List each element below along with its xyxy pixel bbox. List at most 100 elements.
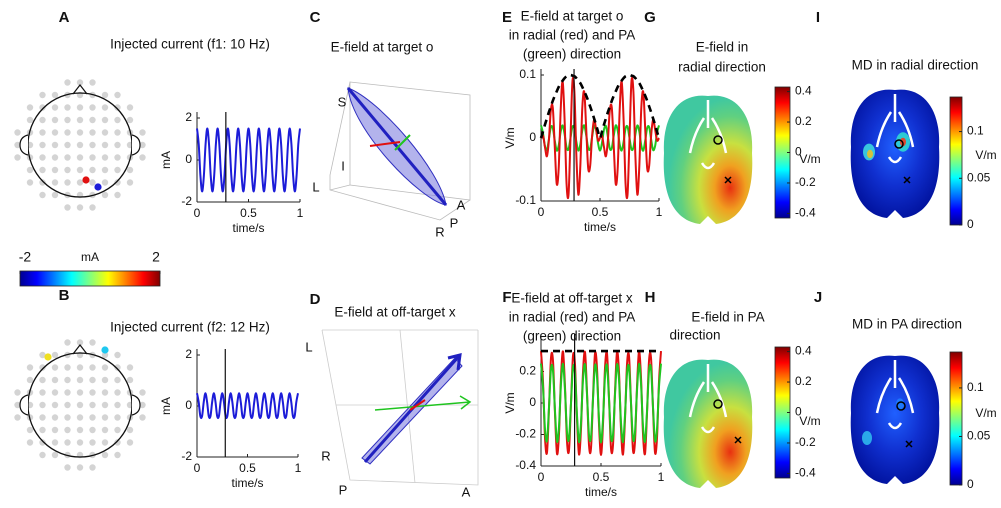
x-tick-label: 0.5 bbox=[592, 205, 609, 219]
chart-title: E-field at target o bbox=[521, 9, 624, 24]
electrode bbox=[102, 414, 108, 420]
y-tick-label: 0.2 bbox=[519, 364, 536, 378]
axes-box bbox=[330, 185, 350, 190]
electrode bbox=[89, 427, 95, 433]
electrode bbox=[102, 154, 108, 160]
electrode bbox=[52, 92, 58, 98]
panel3d-title: E-field at target o bbox=[331, 40, 434, 55]
y-tick-label: 2 bbox=[185, 347, 192, 361]
electrode bbox=[77, 402, 83, 408]
electrode bbox=[52, 129, 58, 135]
colorbar-unit: V/m bbox=[975, 406, 996, 420]
colorbar-tick-label: 0.4 bbox=[795, 344, 812, 358]
electrode bbox=[102, 389, 108, 395]
electrode bbox=[89, 79, 95, 85]
x-tick-label: 0.5 bbox=[593, 470, 610, 484]
electrode bbox=[64, 402, 70, 408]
electrode bbox=[114, 452, 120, 458]
active-electrode bbox=[44, 353, 51, 360]
hotspot bbox=[867, 150, 873, 158]
electrode bbox=[77, 204, 83, 210]
panel-label: C bbox=[310, 9, 321, 26]
electrode bbox=[27, 179, 33, 185]
map-title: MD in radial direction bbox=[852, 58, 979, 73]
y-tick-label: 0.1 bbox=[519, 67, 536, 81]
electrode bbox=[52, 154, 58, 160]
electrode bbox=[77, 364, 83, 370]
axis-letter: L bbox=[305, 339, 312, 354]
electrode bbox=[114, 414, 120, 420]
electrode bbox=[27, 427, 33, 433]
colorbar-tick-label: 0.05 bbox=[967, 170, 991, 184]
electrode bbox=[77, 179, 83, 185]
electrode bbox=[139, 414, 145, 420]
axis-letter: I bbox=[341, 158, 345, 173]
y-tick-label: 0 bbox=[185, 398, 192, 412]
electrode bbox=[39, 377, 45, 383]
electrode bbox=[52, 439, 58, 445]
y-axis-label: mA bbox=[159, 397, 173, 415]
electrode bbox=[52, 414, 58, 420]
electrode bbox=[127, 427, 133, 433]
electrode bbox=[39, 402, 45, 408]
electrode bbox=[102, 129, 108, 135]
ear bbox=[132, 135, 140, 155]
x-tick-label: 0 bbox=[194, 206, 201, 220]
x-tick-label: 0 bbox=[538, 205, 545, 219]
panel-label: H bbox=[645, 289, 656, 306]
x-tick-label: 1 bbox=[297, 206, 304, 220]
electrode bbox=[77, 377, 83, 383]
colorbar bbox=[950, 97, 962, 225]
electrode bbox=[77, 427, 83, 433]
colorbar-tick-label: -0.2 bbox=[795, 435, 816, 449]
electrode bbox=[77, 167, 83, 173]
y-axis-label: V/m bbox=[503, 392, 517, 413]
electrode bbox=[102, 452, 108, 458]
x-tick-label: 0.5 bbox=[240, 206, 257, 220]
electrode bbox=[102, 117, 108, 123]
colorbar-unit: V/m bbox=[799, 152, 820, 166]
axis-letter: P bbox=[339, 482, 348, 497]
electrode bbox=[52, 104, 58, 110]
electrode bbox=[64, 204, 70, 210]
ear bbox=[132, 395, 140, 415]
colorbar-unit: V/m bbox=[799, 414, 820, 428]
panel-label: E bbox=[502, 9, 512, 26]
colorbar-tick-label: 0 bbox=[795, 145, 802, 159]
active-electrode bbox=[101, 346, 108, 353]
map-title: direction bbox=[669, 328, 720, 343]
map-title: E-field in PA bbox=[691, 310, 764, 325]
colorbar-tick-label: -2 bbox=[19, 249, 32, 265]
electrode bbox=[139, 154, 145, 160]
electrode bbox=[77, 104, 83, 110]
y-axis-label: V/m bbox=[503, 127, 517, 148]
electrode bbox=[52, 179, 58, 185]
electrode bbox=[102, 364, 108, 370]
electrode bbox=[27, 364, 33, 370]
electrode bbox=[39, 389, 45, 395]
x-tick-label: 0 bbox=[538, 470, 545, 484]
electrode bbox=[52, 402, 58, 408]
data-line bbox=[541, 78, 659, 198]
electrode bbox=[102, 427, 108, 433]
x-axis-label: time/s bbox=[231, 476, 263, 490]
electrode bbox=[77, 154, 83, 160]
x-tick-label: 0 bbox=[194, 461, 201, 475]
electrode bbox=[102, 142, 108, 148]
electrode bbox=[77, 414, 83, 420]
map-title: MD in PA direction bbox=[852, 317, 962, 332]
electrode bbox=[127, 167, 133, 173]
colorbar-tick-label: -0.2 bbox=[795, 175, 816, 189]
electrode bbox=[114, 377, 120, 383]
y-tick-label: 0 bbox=[185, 152, 192, 166]
colorbar-tick-label: 0.4 bbox=[795, 84, 812, 98]
colorbar-tick-label: 2 bbox=[152, 249, 160, 265]
colorbar-unit: V/m bbox=[975, 148, 996, 162]
active-electrode bbox=[94, 183, 101, 190]
electrode bbox=[89, 439, 95, 445]
electrode bbox=[52, 167, 58, 173]
field-vector bbox=[348, 88, 446, 205]
electrode bbox=[52, 364, 58, 370]
electrode bbox=[89, 339, 95, 345]
electrode bbox=[89, 129, 95, 135]
